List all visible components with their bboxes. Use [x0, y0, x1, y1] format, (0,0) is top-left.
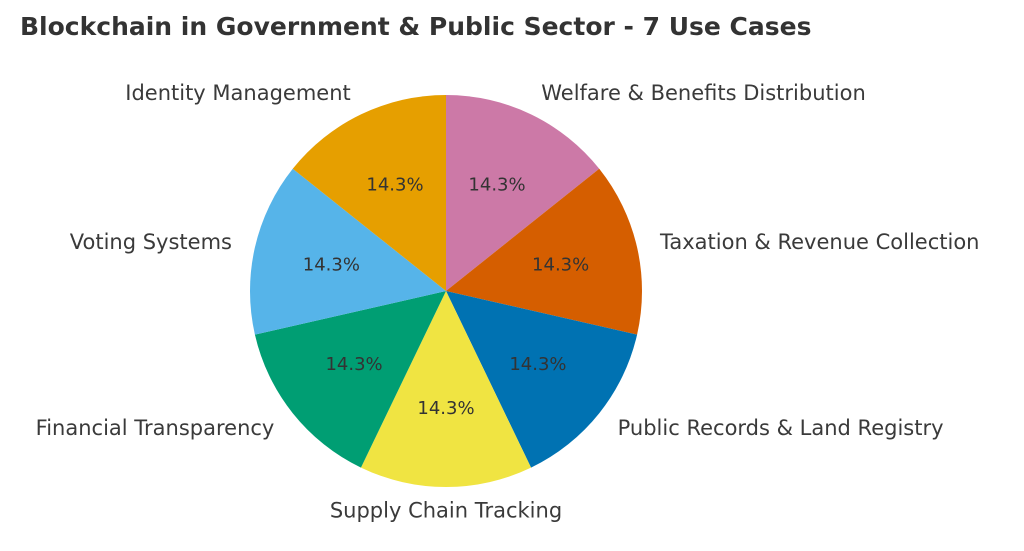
slice-category-label: Voting Systems [70, 230, 232, 254]
chart-title: Blockchain in Government & Public Sector… [20, 12, 811, 41]
pie-slice [292, 95, 446, 291]
slice-percent-label: 14.3% [366, 175, 423, 196]
slice-percent-label: 14.3% [468, 175, 525, 196]
pie-slice [250, 168, 446, 335]
slice-percent-label: 14.3% [509, 354, 566, 375]
pie-slice [360, 291, 532, 487]
pie-slices [250, 95, 642, 487]
slice-category-label: Supply Chain Tracking [330, 499, 562, 523]
slice-percent-label: 14.3% [417, 398, 474, 419]
pie-slice [446, 168, 642, 335]
slice-category-label: Financial Transparency [36, 416, 275, 440]
slice-category-label: Taxation & Revenue Collection [659, 230, 979, 254]
slice-category-label: Public Records & Land Registry [618, 416, 944, 440]
slice-category-label: Identity Management [125, 81, 351, 105]
category-labels: Welfare & Benefits Distribution Taxation … [36, 81, 980, 522]
slice-percent-label: 14.3% [532, 254, 589, 275]
slice-percent-label: 14.3% [325, 354, 382, 375]
percent-labels: 14.3% 14.3% 14.3% 14.3% 14.3% 14.3% 14.3% [303, 175, 589, 420]
slice-percent-label: 14.3% [303, 254, 360, 275]
pie-slice [446, 95, 600, 291]
pie-slice [254, 291, 446, 468]
slice-category-label: Welfare & Benefits Distribution [541, 81, 866, 105]
pie-slice [446, 291, 638, 468]
